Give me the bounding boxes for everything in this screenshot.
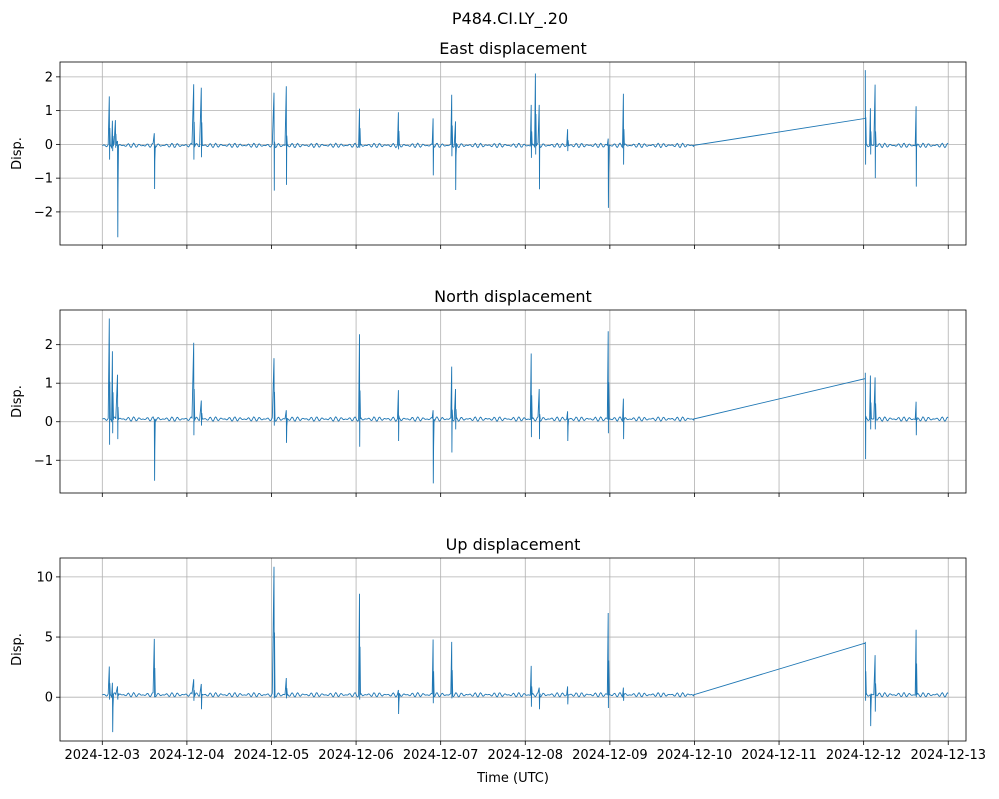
x-tick-label: 2024-12-05 [234, 748, 310, 763]
x-axis-label: Time (UTC) [476, 771, 549, 786]
y-tick-label: −1 [34, 454, 53, 469]
x-tick-label: 2024-12-03 [65, 748, 141, 763]
y-axis-label: Disp. [10, 137, 25, 170]
x-tick-label: 2024-12-06 [318, 748, 394, 763]
x-tick-label: 2024-12-09 [572, 748, 648, 763]
y-tick-label: −2 [34, 205, 53, 220]
series-line [102, 70, 949, 238]
y-tick-label: 2 [45, 338, 53, 353]
panel-0: East displacement Disp. 2 1 0 −1 −2 [10, 39, 967, 249]
x-tick-label: 2024-12-11 [741, 748, 817, 763]
series-line [102, 566, 949, 733]
x-tick-label: 2024-12-07 [403, 748, 479, 763]
axes-frame [59, 557, 967, 742]
panel-1: North displacement Disp. 2 1 0 −1 [10, 287, 967, 497]
y-axis-label: Disp. [10, 633, 25, 666]
figure-title: P484.CI.LY_.20 [452, 9, 568, 29]
panel-title: Up displacement [446, 535, 581, 554]
y-tick-label: 1 [45, 104, 53, 119]
x-tick-label: 2024-12-13 [910, 748, 986, 763]
y-axis-label: Disp. [10, 385, 25, 418]
y-tick-label: 5 [45, 631, 53, 646]
panel-title: East displacement [439, 39, 586, 58]
panel-2: Up displacement Disp. 2024-12-03 2024-12-04… [10, 535, 986, 763]
y-tick-label: −1 [34, 172, 53, 187]
y-tick-label: 10 [36, 570, 53, 585]
y-tick-label: 0 [45, 691, 53, 706]
y-tick-label: 2 [45, 70, 53, 85]
axes-frame [59, 309, 967, 494]
series-line [102, 318, 949, 484]
panel-title: North displacement [434, 287, 592, 306]
x-tick-label: 2024-12-04 [149, 748, 225, 763]
x-tick-label: 2024-12-12 [826, 748, 902, 763]
y-tick-label: 0 [45, 138, 53, 153]
x-tick-label: 2024-12-10 [657, 748, 733, 763]
axes-frame [59, 61, 967, 246]
y-tick-label: 1 [45, 377, 53, 392]
y-tick-label: 0 [45, 415, 53, 430]
x-tick-label: 2024-12-08 [487, 748, 563, 763]
